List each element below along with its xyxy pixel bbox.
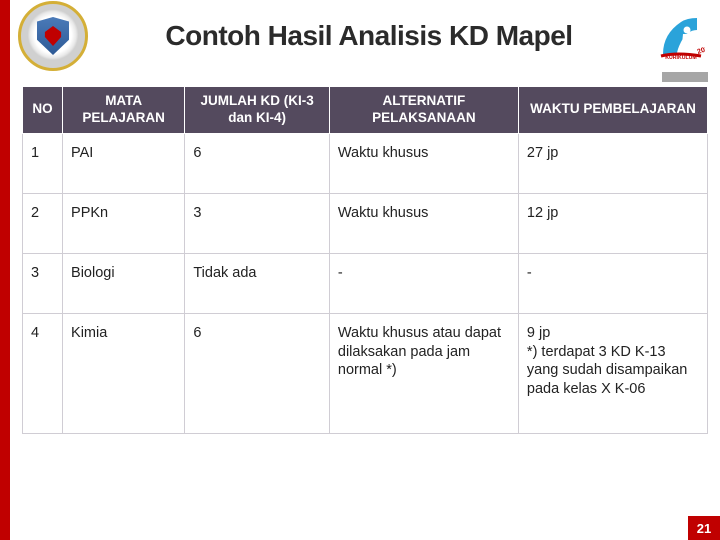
cell-jumlah: 6 xyxy=(185,133,330,193)
cell-alt: Waktu khusus xyxy=(329,193,518,253)
cell-no: 4 xyxy=(23,313,63,433)
cell-waktu: - xyxy=(518,253,707,313)
decorative-bar xyxy=(662,72,708,82)
cell-no: 2 xyxy=(23,193,63,253)
cell-jumlah: Tidak ada xyxy=(185,253,330,313)
cell-alt: - xyxy=(329,253,518,313)
cell-alt: Waktu khusus atau dapat dilaksakan pada … xyxy=(329,313,518,433)
col-header-mapel: MATA PELAJARAN xyxy=(63,87,185,134)
cell-mapel: Biologi xyxy=(63,253,185,313)
table-row: 4 Kimia 6 Waktu khusus atau dapat dilaks… xyxy=(23,313,708,433)
table-header-row: NO MATA PELAJARAN JUMLAH KD (KI-3 dan KI… xyxy=(23,87,708,134)
cell-mapel: Kimia xyxy=(63,313,185,433)
page-title: Contoh Hasil Analisis KD Mapel xyxy=(88,20,650,52)
col-header-alt: ALTERNATIF PELAKSANAAN xyxy=(329,87,518,134)
cell-jumlah: 3 xyxy=(185,193,330,253)
cell-alt: Waktu khusus xyxy=(329,133,518,193)
cell-mapel: PAI xyxy=(63,133,185,193)
table-row: 3 Biologi Tidak ada - - xyxy=(23,253,708,313)
accent-stripe xyxy=(0,0,10,540)
cell-jumlah: 6 xyxy=(185,313,330,433)
table-row: 2 PPKn 3 Waktu khusus 12 jp xyxy=(23,193,708,253)
col-header-no: NO xyxy=(23,87,63,134)
cell-waktu: 9 jp *) terdapat 3 KD K-13 yang sudah di… xyxy=(518,313,707,433)
cell-waktu: 27 jp xyxy=(518,133,707,193)
tut-wuri-logo xyxy=(18,1,88,71)
cell-no: 3 xyxy=(23,253,63,313)
header: Contoh Hasil Analisis KD Mapel KURIKULUM… xyxy=(10,0,720,72)
cell-mapel: PPKn xyxy=(63,193,185,253)
cell-waktu: 12 jp xyxy=(518,193,707,253)
analysis-table: NO MATA PELAJARAN JUMLAH KD (KI-3 dan KI… xyxy=(22,86,708,434)
svg-text:2013: 2013 xyxy=(696,44,705,56)
cell-no: 1 xyxy=(23,133,63,193)
kurikulum-2013-logo: KURIKULUM 2013 xyxy=(650,5,712,67)
col-header-jumlah: JUMLAH KD (KI-3 dan KI-4) xyxy=(185,87,330,134)
page-number-badge: 21 xyxy=(688,516,720,540)
col-header-waktu: WAKTU PEMBELAJARAN xyxy=(518,87,707,134)
svg-text:KURIKULUM: KURIKULUM xyxy=(665,55,696,60)
table-row: 1 PAI 6 Waktu khusus 27 jp xyxy=(23,133,708,193)
